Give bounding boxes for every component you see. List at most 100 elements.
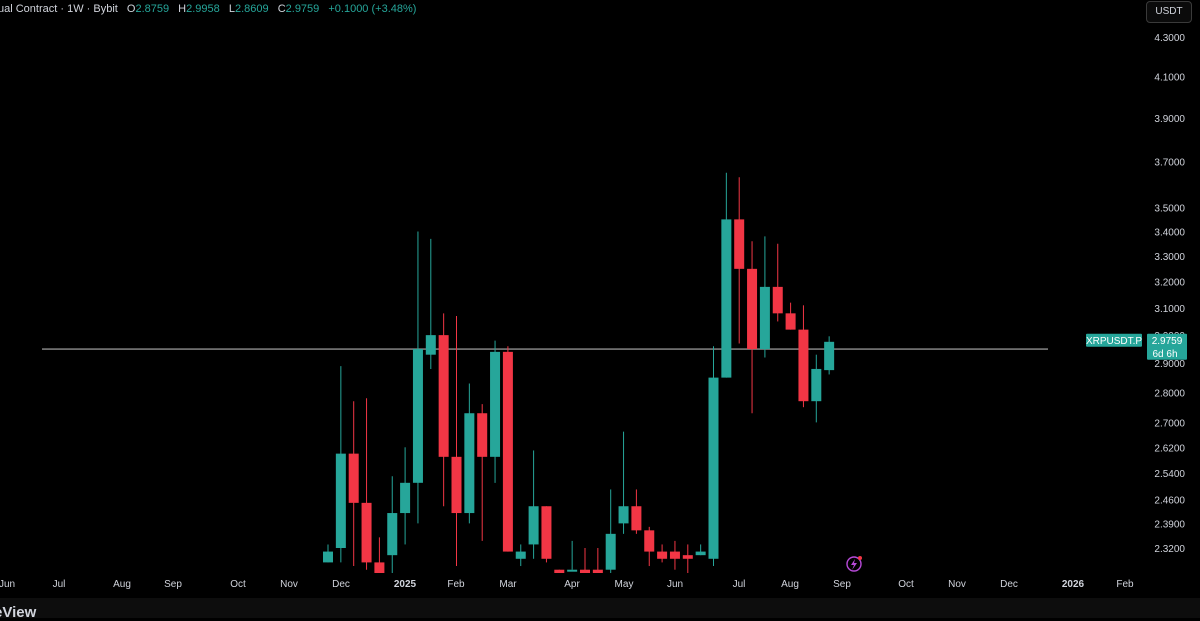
time-tick-label: Jul (733, 579, 746, 590)
price-tick-label: 3.7000 (1154, 157, 1185, 168)
candle-body (567, 569, 578, 572)
time-tick-label: Aug (781, 579, 799, 590)
candle-body (490, 351, 501, 457)
time-tick-label: May (615, 579, 634, 590)
time-tick-label: 2025 (394, 579, 417, 590)
symbol-tag (1086, 333, 1142, 347)
open-label: O (126, 3, 136, 15)
time-tick-label: Mar (499, 579, 517, 590)
lightning-icon[interactable] (846, 556, 862, 572)
notification-dot-icon (858, 556, 862, 560)
candle-body (425, 335, 436, 355)
candle-body (348, 453, 359, 503)
candle-body (669, 551, 680, 559)
low-value: 2.8609 (234, 3, 269, 15)
time-tick-label: Jun (0, 579, 15, 590)
candle-body (605, 533, 616, 570)
candle-body (515, 551, 526, 559)
last-price-text: 2.9759 (1152, 336, 1183, 347)
low-label: L (228, 3, 235, 15)
price-tick-label: 2.5400 (1154, 469, 1185, 480)
close-value: 2.9759 (285, 3, 320, 15)
symbol-tag-text: XRPUSDT.P (1086, 336, 1142, 347)
candle-body (811, 368, 822, 402)
price-tick-label: 4.1000 (1154, 72, 1185, 83)
candle-body (682, 555, 693, 559)
price-tick-label: 3.9000 (1154, 114, 1185, 125)
time-tick-label: Oct (230, 579, 246, 590)
candle-body (618, 506, 629, 524)
candle-body (335, 453, 346, 548)
time-tick-label: Dec (332, 579, 350, 590)
candle-body (734, 219, 745, 269)
close-label: C (277, 3, 286, 15)
time-tick-label: Oct (898, 579, 914, 590)
candle-body (554, 569, 565, 573)
candle-body (785, 313, 796, 330)
candle-body (772, 286, 783, 314)
price-tick-label: 2.8000 (1154, 388, 1185, 399)
bar-countdown-text: 6d 6h (1152, 349, 1177, 360)
candle-body (592, 569, 603, 573)
price-tick-label: 3.4000 (1154, 227, 1185, 238)
time-tick-label: Dec (1000, 579, 1018, 590)
time-tick-label: Feb (447, 579, 465, 590)
candle-body (541, 506, 552, 559)
candle-body (528, 506, 539, 545)
candle-body (824, 341, 835, 371)
time-tick-label: Aug (113, 579, 131, 590)
time-tick-label: Sep (164, 579, 182, 590)
candle-body (747, 268, 758, 350)
price-tick-label: 2.3200 (1154, 544, 1185, 555)
price-tick-label: 3.2000 (1154, 278, 1185, 289)
time-tick-label: Nov (280, 579, 298, 590)
open-value: 2.8759 (135, 3, 170, 15)
candle-body (464, 413, 475, 514)
price-tick-label: 2.4600 (1154, 495, 1185, 506)
candle-body (361, 502, 372, 563)
candle-body (708, 377, 719, 559)
candle-body (412, 349, 423, 483)
price-tick-label: 2.6200 (1154, 443, 1185, 454)
candle-body (477, 413, 488, 457)
high-value: 2.9958 (186, 3, 220, 15)
symbol-title: ual Contract · 1W · Bybit (0, 3, 118, 15)
price-tick-label: 3.5000 (1154, 203, 1185, 214)
time-tick-label: Apr (564, 579, 580, 590)
candle-body (644, 530, 655, 552)
candle-body (400, 482, 411, 514)
last-price-tag (1147, 333, 1187, 360)
candle-body (323, 551, 333, 563)
price-tick-label: 2.9000 (1154, 359, 1185, 370)
candle-body (695, 551, 706, 556)
change-value: +0.1000 (+3.48%) (328, 3, 417, 15)
price-tick-label: 2.3900 (1154, 519, 1185, 530)
high-label: H (178, 3, 187, 15)
candle-body (451, 456, 462, 514)
candle-body (657, 551, 668, 559)
candle-body (721, 219, 732, 378)
candle-body (502, 351, 513, 552)
candle-body (580, 569, 590, 573)
candle-body (798, 329, 809, 402)
candle-body (374, 562, 385, 573)
price-tick-label: 3.1000 (1154, 304, 1185, 315)
candle-body (387, 513, 398, 556)
price-tick-label: 3.3000 (1154, 252, 1185, 263)
price-tick-label: 2.7000 (1154, 418, 1185, 429)
lightning-bolt-icon (851, 559, 857, 570)
currency-button[interactable]: USDT (1146, 1, 1192, 23)
candle-body (759, 286, 770, 350)
symbol-header: ual Contract · 1W · Bybit O2.8759 H2.995… (0, 3, 416, 15)
time-tick-label: Feb (1116, 579, 1134, 590)
footer-bar (0, 598, 1200, 618)
time-tick-label: Sep (833, 579, 851, 590)
time-tick-label: Nov (948, 579, 966, 590)
brand-logo-text: eView (0, 604, 37, 621)
price-tick-label: 4.3000 (1154, 33, 1185, 44)
candle-body (438, 335, 449, 457)
time-tick-label: Jun (667, 579, 683, 590)
candle-body (631, 506, 642, 531)
time-tick-label: Jul (53, 579, 66, 590)
